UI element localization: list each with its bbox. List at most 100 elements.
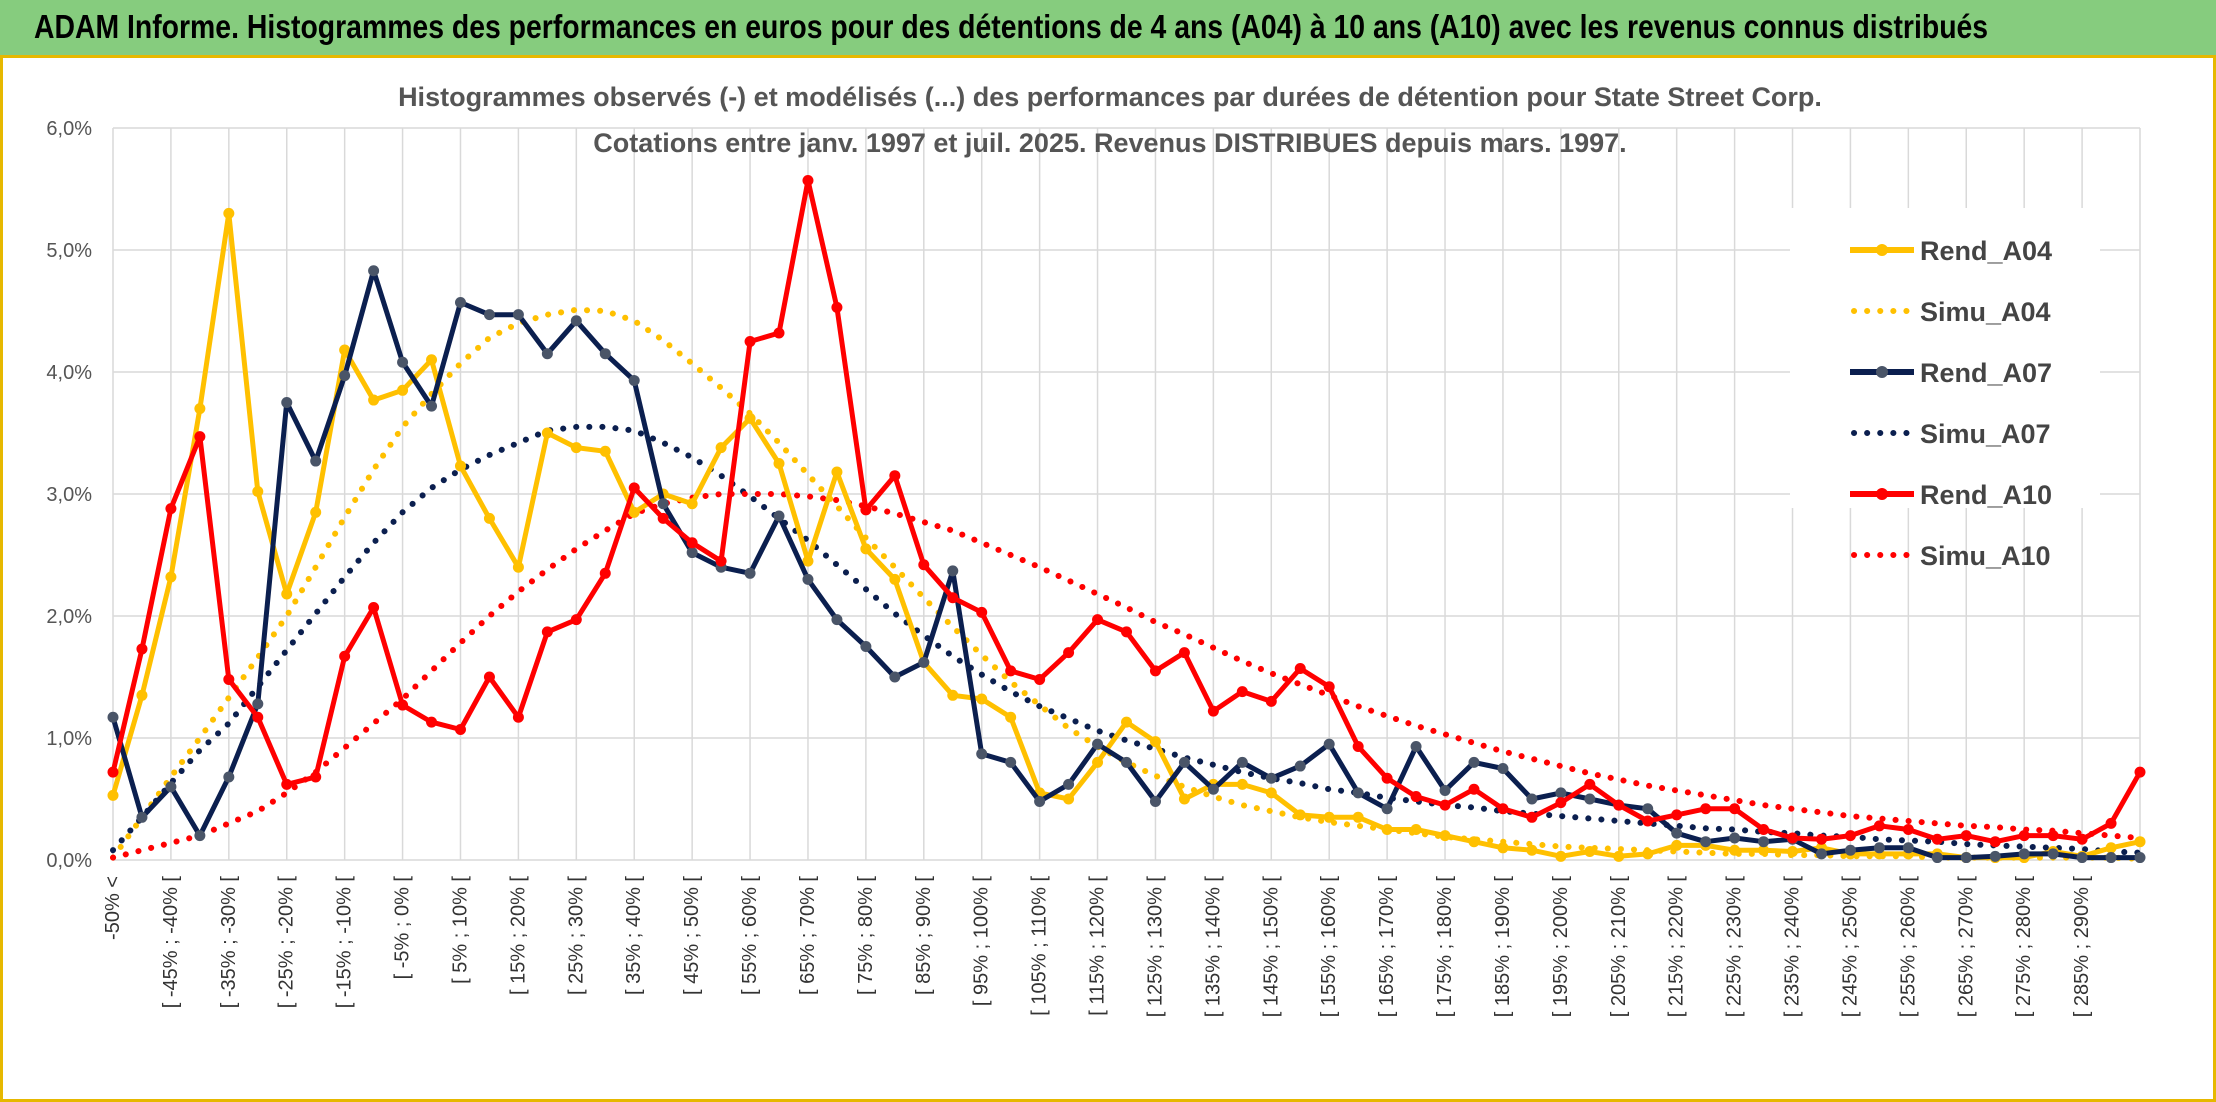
- x-tick-label: [ 275% ; 280% [: [2013, 876, 2035, 1018]
- data-point: [947, 592, 959, 604]
- x-tick-label: [ 225% ; 230% [: [1724, 876, 1746, 1018]
- data-point: [512, 711, 524, 723]
- data-point: [1149, 736, 1161, 748]
- x-tick-label: [ 175% ; 180% [: [1434, 876, 1456, 1018]
- x-tick-label: [ 85% ; 90% [: [913, 876, 935, 995]
- data-point: [107, 766, 119, 778]
- data-point: [1844, 830, 1856, 842]
- data-point: [1323, 681, 1335, 693]
- data-point: [1410, 741, 1422, 753]
- data-point: [802, 555, 814, 567]
- data-point: [1873, 842, 1885, 854]
- data-point: [223, 771, 235, 783]
- data-point: [397, 699, 409, 711]
- data-point: [281, 588, 293, 600]
- data-point: [1758, 824, 1770, 835]
- data-point: [628, 375, 640, 387]
- data-point: [1989, 836, 2001, 848]
- data-point: [570, 315, 582, 327]
- data-point: [1787, 832, 1799, 844]
- data-point: [2134, 766, 2146, 778]
- x-tick-label: [ 15% ; 20% [: [507, 876, 529, 995]
- x-tick-label: [ 35% ; 40% [: [623, 876, 645, 995]
- data-point: [1439, 830, 1451, 842]
- data-point: [1844, 844, 1856, 856]
- data-point: [1497, 763, 1509, 774]
- legend-label: Rend_A07: [1920, 358, 2052, 388]
- data-point: [947, 565, 959, 577]
- data-point: [860, 543, 872, 555]
- data-point: [1960, 830, 1972, 842]
- data-point: [1005, 711, 1017, 723]
- legend-marker: [1876, 366, 1888, 378]
- data-point: [1381, 772, 1393, 784]
- y-tick-label: 6,0%: [46, 118, 92, 140]
- data-point: [889, 671, 901, 683]
- data-point: [541, 626, 553, 638]
- x-tick-label: [ 205% ; 210% [: [1608, 876, 1630, 1018]
- data-point: [744, 567, 756, 579]
- data-point: [397, 356, 409, 368]
- y-tick-label: 5,0%: [46, 240, 92, 262]
- x-tick-label: [ 55% ; 60% [: [739, 876, 761, 995]
- chart-grid: [112, 127, 2141, 861]
- x-tick-label: [ 5% ; 10% [: [449, 876, 471, 984]
- data-point: [2047, 848, 2059, 860]
- data-point: [1439, 784, 1451, 796]
- data-point: [1584, 778, 1596, 790]
- data-point: [744, 336, 756, 347]
- data-point: [1526, 811, 1538, 823]
- data-point: [2134, 836, 2146, 848]
- data-point: [136, 643, 148, 655]
- data-point: [2047, 830, 2059, 842]
- data-point: [1381, 824, 1393, 835]
- x-tick-label: [ 105% ; 110% [: [1029, 876, 1051, 1016]
- data-point: [1613, 799, 1625, 811]
- data-point: [1902, 842, 1914, 854]
- data-point: [1063, 647, 1075, 659]
- data-point: [657, 512, 669, 524]
- data-point: [1526, 844, 1538, 856]
- data-point: [165, 781, 177, 793]
- data-point: [194, 830, 206, 842]
- x-tick-label: [ 215% ; 220% [: [1666, 876, 1688, 1018]
- data-point: [1236, 686, 1248, 698]
- x-tick-label: -50% <: [102, 876, 124, 940]
- data-point: [1555, 797, 1567, 809]
- data-point: [339, 344, 351, 356]
- data-point: [1063, 793, 1075, 805]
- data-point: [2076, 833, 2088, 845]
- data-point: [889, 470, 901, 482]
- y-tick-label: 0,0%: [46, 850, 92, 872]
- data-point: [1584, 845, 1596, 857]
- series-simu-a07: [110, 423, 2143, 856]
- data-point: [1468, 836, 1480, 848]
- data-point: [2105, 842, 2117, 854]
- data-point: [310, 506, 322, 518]
- data-point: [1092, 614, 1104, 626]
- data-point: [1671, 839, 1683, 851]
- data-point: [223, 673, 235, 685]
- data-point: [136, 689, 148, 701]
- data-point: [1729, 803, 1741, 815]
- data-point: [426, 354, 438, 366]
- chart-series: [107, 174, 2146, 864]
- data-point: [599, 567, 611, 579]
- data-point: [1034, 795, 1046, 807]
- data-point: [483, 512, 495, 524]
- y-axis-tick-labels: 0,0% 1,0% 2,0% 3,0% 4,0% 5,0% 6,0%: [46, 118, 92, 872]
- x-tick-label: [ 125% ; 130% [: [1144, 876, 1166, 1018]
- data-point: [686, 498, 698, 510]
- data-point: [1265, 772, 1277, 784]
- x-tick-label: [ 155% ; 160% [: [1318, 876, 1340, 1018]
- series-line: [110, 306, 2143, 862]
- data-point: [1352, 787, 1364, 799]
- data-point: [715, 442, 727, 454]
- y-tick-label: 3,0%: [46, 484, 92, 506]
- data-point: [1410, 791, 1422, 803]
- legend-item: Rend_A04: [1850, 236, 2052, 266]
- data-point: [1671, 827, 1683, 839]
- data-point: [1960, 852, 1972, 864]
- chart-subtitle: Cotations entre janv. 1997 et juil. 2025…: [593, 128, 1626, 158]
- data-point: [1092, 738, 1104, 750]
